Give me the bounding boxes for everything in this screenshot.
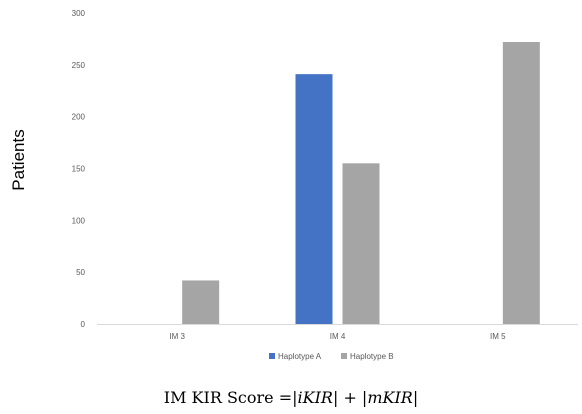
x-axis-label-term-mkir: mKIR xyxy=(367,388,413,407)
y-tick-label: 300 xyxy=(72,9,86,18)
bar-haplotype-a-im-4 xyxy=(295,74,333,324)
x-axis-label-prefix: IM KIR Score = xyxy=(163,388,293,407)
legend-swatch xyxy=(341,353,347,359)
y-tick-label: 250 xyxy=(72,61,86,70)
y-axis-label: Patients xyxy=(9,129,28,190)
y-axis-ticks: 0 50 100 150 200 250 300 xyxy=(72,9,86,329)
bars xyxy=(182,42,540,324)
x-category-label: IM 4 xyxy=(330,332,346,341)
legend-swatch xyxy=(269,353,275,359)
y-tick-label: 100 xyxy=(72,216,86,225)
y-tick-label: 150 xyxy=(72,165,86,174)
legend-label: Haplotype A xyxy=(278,352,322,361)
bar-haplotype-b-im-5 xyxy=(502,42,540,324)
bar-haplotype-b-im-3 xyxy=(182,280,220,324)
y-tick-label: 0 xyxy=(81,320,86,329)
y-tick-label: 200 xyxy=(72,113,86,122)
x-axis-label-term-ikir: iKIR xyxy=(297,388,333,407)
legend: Haplotype A Haplotype B xyxy=(269,352,394,361)
y-tick-label: 50 xyxy=(76,268,85,277)
category-labels: IM 3 IM 4 IM 5 xyxy=(169,332,506,341)
x-axis-label: IM KIR Score =|iKIR| + |mKIR| xyxy=(163,388,419,407)
x-category-label: IM 3 xyxy=(169,332,185,341)
legend-label: Haplotype B xyxy=(350,352,394,361)
bar-haplotype-b-im-4 xyxy=(342,163,380,324)
x-axis-label-operator: + xyxy=(343,388,357,407)
x-category-label: IM 5 xyxy=(490,332,506,341)
